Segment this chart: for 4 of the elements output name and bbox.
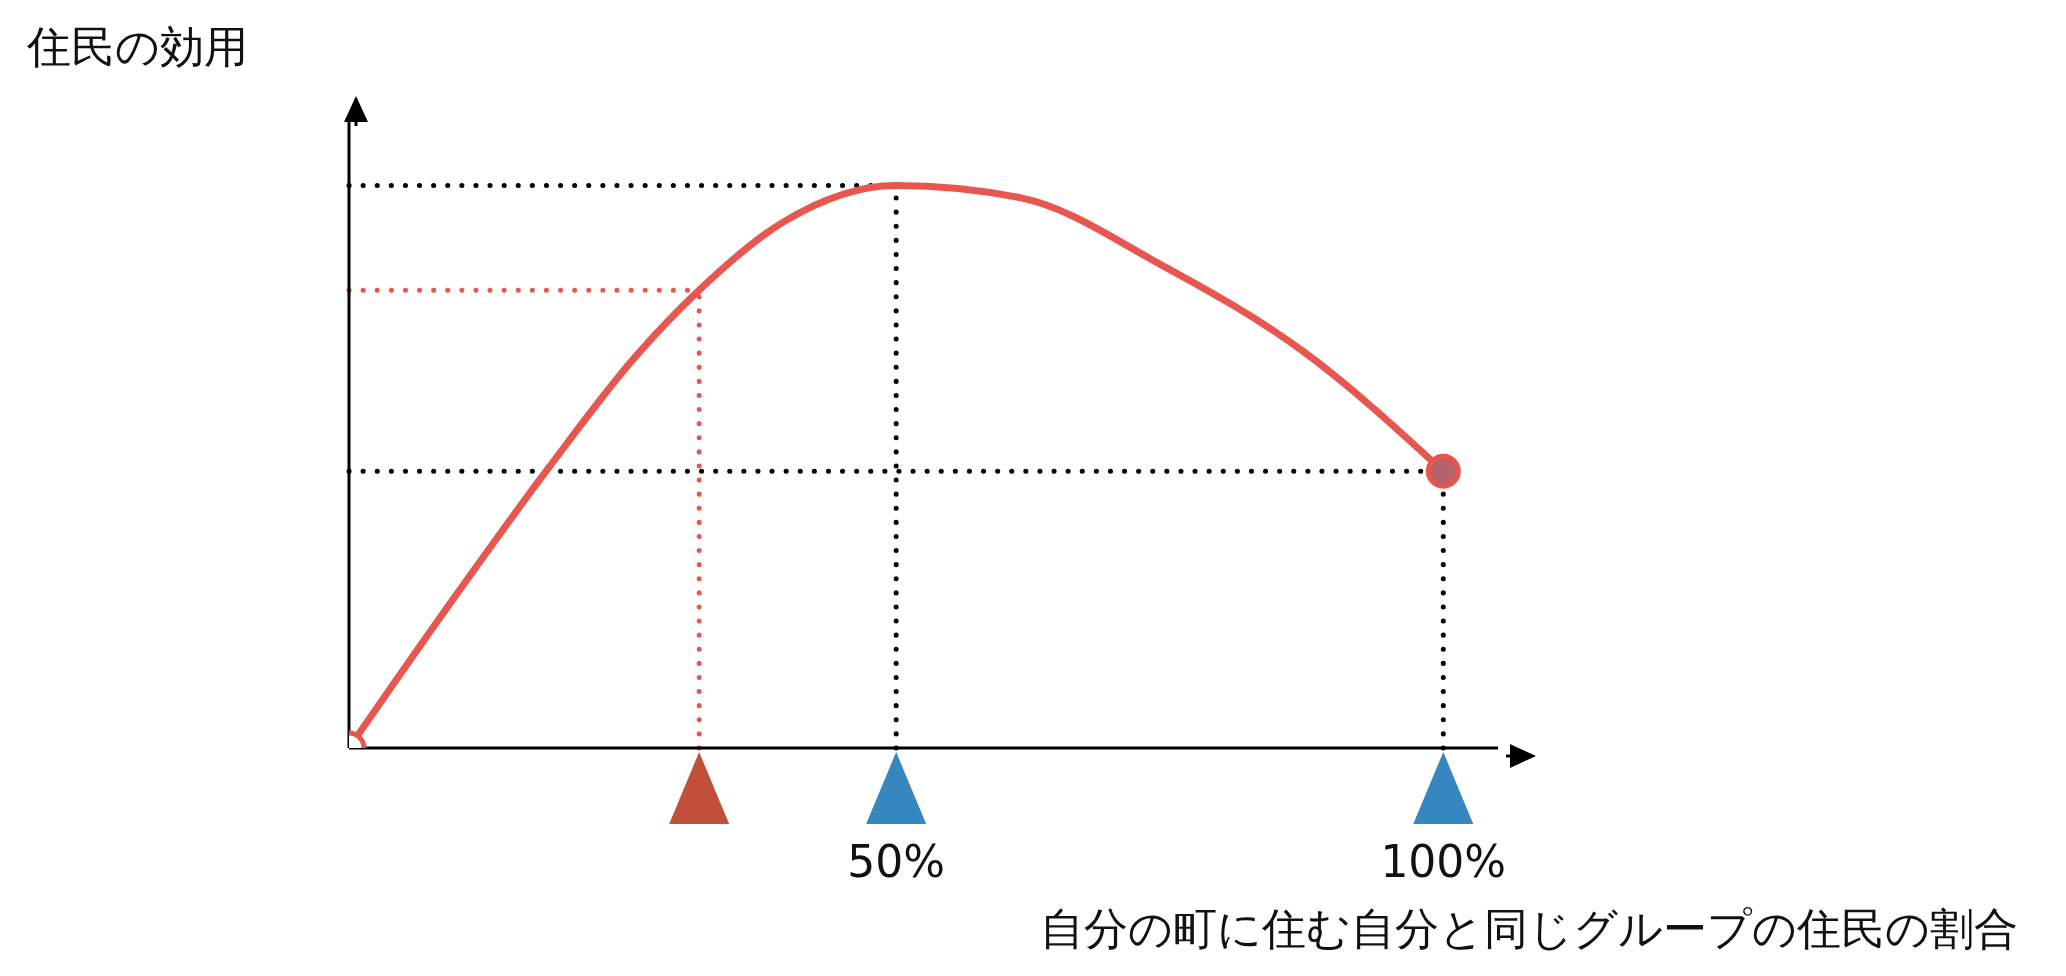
x-axis-title: 自分の町に住む自分と同じグループの住民の割合 xyxy=(1040,903,2018,954)
y-axis-title: 住民の効用 xyxy=(27,20,248,74)
x-tick-label: 100% xyxy=(1380,836,1507,888)
x-tick-label: 50% xyxy=(847,836,946,888)
